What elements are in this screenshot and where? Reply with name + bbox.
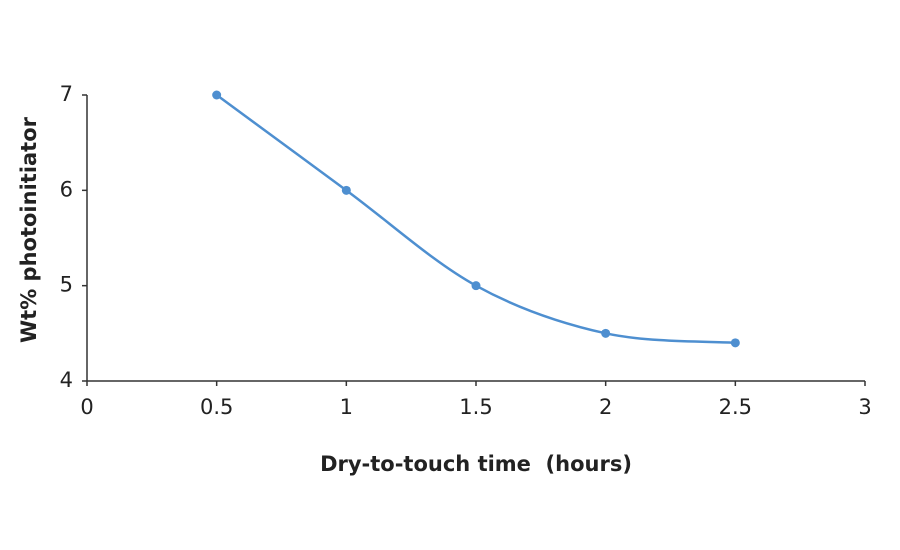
y-axis-title: Wt% photoinitiator — [17, 116, 41, 343]
x-tick-label: 0.5 — [200, 395, 233, 419]
y-tick-label: 4 — [60, 368, 73, 392]
x-axis-title: Dry-to-touch time (hours) — [320, 452, 632, 476]
point — [212, 90, 222, 100]
y-tick-label: 5 — [60, 273, 73, 297]
x-tick-label: 1 — [340, 395, 353, 419]
x-tick-label: 2 — [599, 395, 612, 419]
point — [601, 328, 611, 338]
line — [215, 93, 736, 345]
x-tick-label: 1.5 — [459, 395, 492, 419]
point — [471, 281, 481, 291]
y-tick-label: 7 — [60, 82, 73, 106]
x-tick-label: 0 — [80, 395, 93, 419]
point — [730, 338, 740, 348]
x-tick-label: 2.5 — [719, 395, 752, 419]
x-tick-label: 3 — [858, 395, 871, 419]
point — [341, 185, 351, 195]
y-tick-label: 6 — [60, 177, 73, 201]
